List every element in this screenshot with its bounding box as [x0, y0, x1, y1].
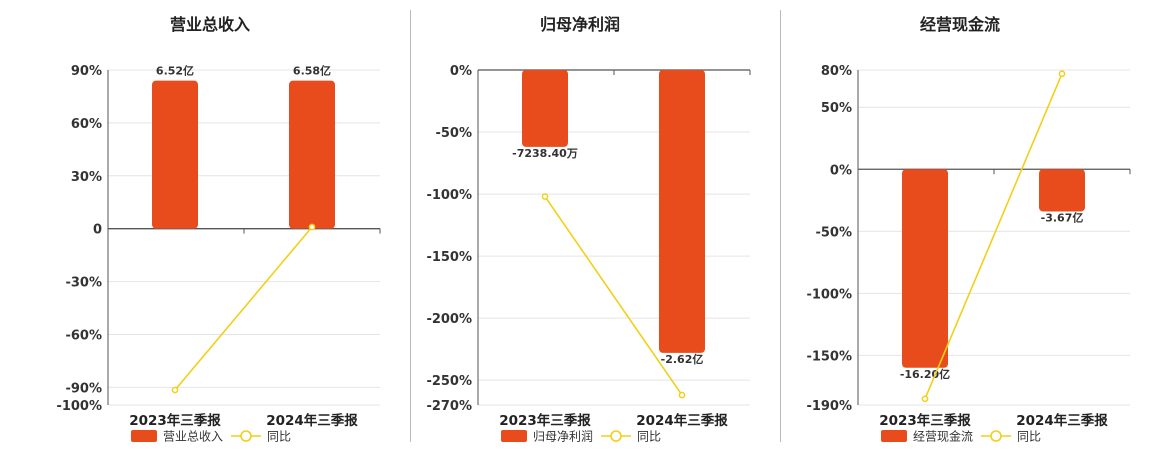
- chart2-yoy-point: [678, 391, 686, 399]
- chart1-bar: [289, 80, 335, 229]
- chart1-bar-label: 6.52亿: [156, 64, 194, 78]
- chart1-legend-bar-label: 营业总收入: [163, 430, 223, 444]
- chart1-ytick-label: -60%: [65, 328, 102, 343]
- chart2-yoy-point: [541, 193, 549, 200]
- chart3-title: 经营现金流: [920, 15, 1000, 34]
- chart1-legend-line-marker: [240, 430, 252, 442]
- chart1-ytick-label: -30%: [65, 276, 102, 291]
- chart1-yoy-point: [308, 223, 316, 231]
- chart1-bar-label: 6.58亿: [293, 64, 331, 78]
- chart3-ytick-label: -150%: [806, 349, 852, 364]
- chart2-ytick-label: -270%: [426, 399, 472, 414]
- chart3-category-label: 2024年三季报: [1016, 412, 1108, 429]
- chart1-yoy-point: [171, 386, 179, 394]
- chart3-ytick-label: 50%: [821, 101, 852, 116]
- chart1-legend-bar-swatch: [131, 430, 157, 442]
- chart2-bar: [522, 70, 568, 147]
- chart3-ytick-label: 0%: [830, 163, 852, 178]
- chart1-legend-line-label: 同比: [267, 430, 291, 444]
- chart3-legend-line-label: 同比: [1017, 430, 1041, 444]
- chart2-legend-bar-swatch: [501, 430, 527, 442]
- chart2-ytick-label: -100%: [426, 188, 472, 203]
- chart2-ytick-label: -150%: [426, 250, 472, 265]
- chart3-legend-line-marker: [990, 430, 1002, 442]
- chart2-category-label: 2024年三季报: [636, 412, 728, 429]
- chart2-ytick-label: -50%: [435, 126, 472, 141]
- chart3-ytick-label: -100%: [806, 287, 852, 302]
- chart2-category-label: 2023年三季报: [499, 412, 591, 429]
- chart1-ytick-label: -90%: [65, 381, 102, 396]
- chart2-legend-line-marker: [610, 430, 622, 442]
- chart1-category-label: 2024年三季报: [266, 412, 358, 429]
- chart2-bar: [659, 70, 705, 353]
- chart1-ytick-label: 30%: [71, 170, 102, 185]
- chart1-ytick-label: 90%: [71, 64, 102, 79]
- chart2-legend-line-label: 同比: [637, 430, 661, 444]
- chart3-bar: [1039, 169, 1085, 212]
- chart2-bar-label: -2.62亿: [661, 352, 704, 366]
- chart3-ytick-label: -190%: [806, 399, 852, 414]
- chart2-ytick-label: -250%: [426, 374, 472, 389]
- chart3-bar-label: -16.20亿: [900, 367, 950, 381]
- chart2-ytick-label: -200%: [426, 312, 472, 327]
- chart2-bar-label: -7238.40万: [512, 147, 578, 160]
- chart2-yoy-line: [544, 196, 683, 396]
- chart1-ytick-label: 60%: [71, 117, 102, 132]
- panel-divider-1: [410, 10, 411, 442]
- chart3-ytick-label: -50%: [815, 225, 852, 240]
- chart3-category-label: 2023年三季报: [879, 412, 971, 429]
- chart3-legend-bar-swatch: [881, 430, 907, 442]
- chart1-yoy-line: [174, 226, 313, 391]
- chart1-category-label: 2023年三季报: [129, 412, 221, 429]
- chart3-bar-label: -3.67亿: [1041, 210, 1084, 224]
- chart3-yoy-point: [1058, 70, 1066, 78]
- chart3-legend-bar-label: 经营现金流: [913, 429, 973, 444]
- chart2-ytick-label: 0%: [450, 64, 472, 79]
- panel-divider-2: [780, 10, 781, 442]
- chart3-bar: [902, 169, 948, 368]
- chart2-title: 归母净利润: [540, 15, 620, 34]
- chart2-legend-bar-label: 归母净利润: [533, 430, 593, 444]
- chart1-ytick-label: -100%: [56, 399, 102, 414]
- chart3-yoy-line: [924, 73, 1063, 400]
- chart1-title: 营业总收入: [170, 15, 250, 34]
- chart1-bar: [152, 80, 198, 229]
- chart3-ytick-label: 80%: [821, 64, 852, 79]
- chart3-yoy-point: [921, 395, 929, 403]
- chart1-ytick-label: 0: [93, 223, 102, 238]
